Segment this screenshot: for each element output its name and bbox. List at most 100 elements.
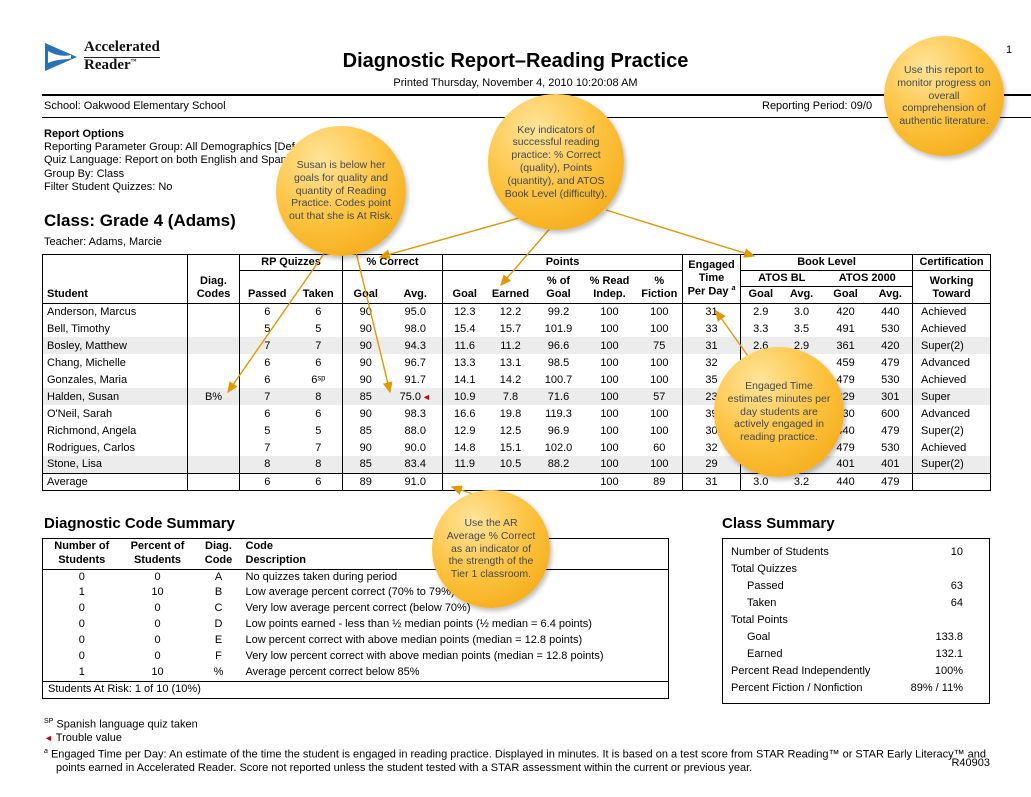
footnote-spanish: SP Spanish language quiz taken <box>44 715 990 732</box>
cell-pts_goal: 11.9 <box>442 456 487 474</box>
student-row: Bell, Timothy 5 5 90 98.0 15.4 15.7 101.9 100 100… <box>43 320 991 338</box>
diag-cell-desc: Very low percent correct with above medi… <box>245 650 604 663</box>
diag-code-row: 1 10 B Low average percent correct (70% to … <box>43 585 669 601</box>
callout-monitor-progress: Use this report to monitor progress on o… <box>884 36 1004 156</box>
class-summary-label: Passed <box>747 580 784 592</box>
diag-table-header: Number of Students Percent of Students D… <box>42 539 669 569</box>
group-header-certification: Certification <box>912 254 991 272</box>
cell-diag <box>187 320 240 338</box>
student-row: Halden, Susan B% 7 8 85 75.0◄ 10.9 7.8 71.6 100 57… <box>42 388 991 406</box>
diag-cell-code: F <box>215 650 222 663</box>
column-header-student: Student <box>47 288 88 301</box>
cell-pct_fiction: 100 <box>650 424 669 437</box>
cell-pct_of_goal: 119.3 <box>545 407 572 420</box>
cell-pts_earned: 14.2 <box>499 373 522 386</box>
class-summary-row: Total Points <box>723 612 989 629</box>
cell-cert: Achieved <box>912 320 991 338</box>
engaged-marker: a <box>44 748 48 756</box>
logo-line2-text: Reader <box>84 56 131 73</box>
reading-practice-table-header: Student Diag. Codes RP Quizzes % Correct… <box>42 254 991 304</box>
logo-text: Accelerated Reader™ <box>84 39 160 74</box>
cell-abl_avg: 2.9 <box>793 339 810 352</box>
cell-a2k_goal: 420 <box>836 305 855 318</box>
cell-student: Stone, Lisa <box>47 458 103 471</box>
class-summary-label: Percent Fiction / Nonfiction <box>731 682 863 694</box>
cell-pc_goal: 90 <box>342 354 389 372</box>
cell-diag <box>187 472 240 491</box>
cell-student: Richmond, Angela <box>47 424 137 437</box>
diag-code-row: 0 0 C Very low average percent correct (bel… <box>43 601 669 617</box>
cell-engaged: 31 <box>682 472 741 491</box>
cell-a2k_goal: 479 <box>836 441 855 454</box>
class-summary-box: Number of Students 10 Total Quizzes Passed 6… <box>722 538 990 704</box>
group-header-pct-correct: % Correct <box>342 254 443 272</box>
cell-pc_avg: 96.7 <box>404 356 426 369</box>
class-summary-label: Total Points <box>731 614 788 626</box>
diag-cell-code: D <box>214 618 223 631</box>
diag-cell-pct: 0 <box>154 634 161 647</box>
callout-text: Engaged Time estimates minutes per day s… <box>727 380 831 444</box>
cell-pct_of_goal: 71.6 <box>547 390 570 403</box>
diag-cell-code: A <box>214 570 223 583</box>
cell-cert <box>912 472 991 491</box>
column-header-atos-2000-goal: Goal <box>833 288 858 301</box>
cell-pct_of_goal: 101.9 <box>544 322 573 335</box>
cell-a2k_goal: 491 <box>836 322 855 335</box>
cell-passed: 6 <box>239 371 295 389</box>
diag-header-diag-code: Diag. Code <box>204 540 233 566</box>
cell-student: Halden, Susan <box>47 390 120 403</box>
sp-marker: SP <box>44 718 54 725</box>
cell-pts_earned: 19.8 <box>499 407 522 420</box>
diag-cell-num: 0 <box>78 650 85 663</box>
cell-a2k_goal: 361 <box>836 339 855 352</box>
trouble-text: Trouble value <box>55 731 123 744</box>
cell-student: Gonzales, Maria <box>47 373 128 386</box>
cell-pts_goal: 15.4 <box>442 320 487 338</box>
cell-pc_goal: 90 <box>342 320 389 338</box>
cell-pc_avg: 88.0 <box>404 424 426 437</box>
cell-diag <box>187 456 240 474</box>
cell-pc_goal: 85 <box>342 388 389 406</box>
column-header-taken: Taken <box>302 288 334 301</box>
callout-susan-at-risk: Susan is below her goals for quality and… <box>276 126 406 256</box>
reading-practice-table: Student Diag. Codes RP Quizzes % Correct… <box>42 254 992 491</box>
cell-pts_earned: 10.5 <box>499 458 522 471</box>
trouble-value-icon: ◄ <box>422 391 431 402</box>
cell-student: Rodrigues, Carlos <box>47 441 136 454</box>
diag-cell-num: 0 <box>78 602 85 615</box>
column-header-points-earned: Earned <box>491 288 530 301</box>
students-at-risk: Students At Risk: 1 of 10 (10%) <box>42 681 669 699</box>
class-summary-label: Number of Students <box>731 546 829 558</box>
cell-student: Chang, Michelle <box>47 356 126 369</box>
class-summary-label: Percent Read Independently <box>731 665 871 677</box>
diag-cell-pct: 10 <box>151 586 164 599</box>
group-header-atos-bl: ATOS BL <box>740 270 823 288</box>
cell-pc_avg: 91.7 <box>404 373 426 386</box>
cell-taken: 7 <box>315 339 322 352</box>
cell-diag <box>187 354 240 372</box>
column-header-working-toward: Working Toward <box>912 270 991 304</box>
cell-pc_goal: 90 <box>342 371 389 389</box>
callout-key-indicators: Key indicators of successful reading pra… <box>488 94 624 230</box>
cell-diag <box>187 422 240 440</box>
student-row: Anderson, Marcus 6 6 90 95.0 12.3 12.2 99.2 100 1… <box>43 303 991 321</box>
cell-taken: 5 <box>315 424 322 437</box>
cell-pts_goal: 13.3 <box>442 354 487 372</box>
diag-code-row: 1 10% Average percent correct below 85% <box>43 665 669 681</box>
cell-engaged: 31 <box>682 337 741 355</box>
report-options: Report Options Reporting Parameter Group… <box>44 128 341 194</box>
cell-pts_earned: 13.1 <box>499 356 522 369</box>
cell-passed: 7 <box>239 439 295 457</box>
cell-pct_of_goal: 102.0 <box>544 441 573 454</box>
report-option-group-by: Group By: Class <box>44 167 125 180</box>
cell-pct_fiction: 60 <box>653 441 666 454</box>
class-summary-value: 10 <box>950 546 963 558</box>
diag-cell-desc: Average percent correct below 85% <box>245 666 420 679</box>
cell-passed: 6 <box>239 303 295 321</box>
class-summary-value: 133.8 <box>935 631 963 643</box>
cell-pc_avg: 91.0 <box>388 472 443 491</box>
cell-pc_avg: 75.0◄ <box>399 390 431 403</box>
class-summary-heading: Class Summary <box>722 515 835 532</box>
accelerated-reader-logo: Accelerated Reader™ <box>44 39 160 74</box>
